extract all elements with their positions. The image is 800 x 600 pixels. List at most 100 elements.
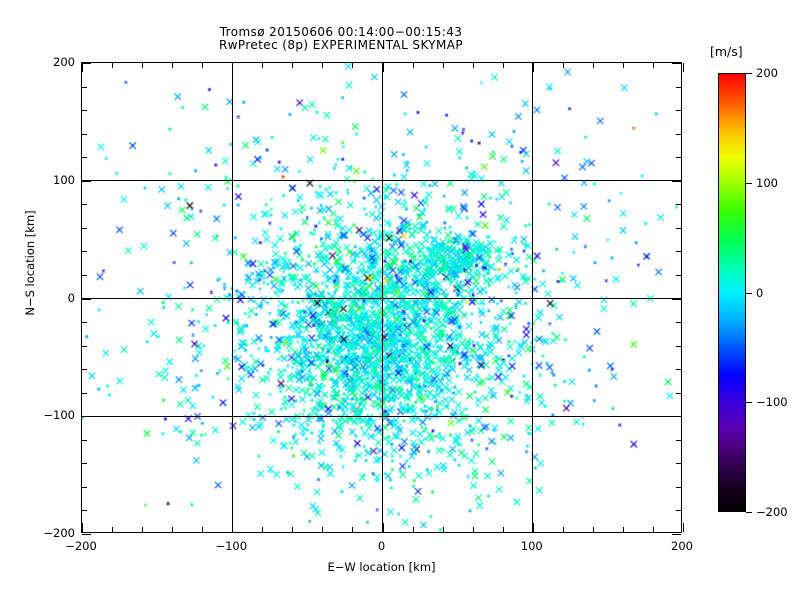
- tick-bottom: [652, 527, 654, 532]
- tick-bottom: [412, 527, 414, 532]
- tick-top: [232, 63, 234, 72]
- tick-bottom: [292, 527, 294, 532]
- tick-top: [592, 63, 594, 68]
- x-axis-title: E−W location [km]: [327, 560, 436, 574]
- tick-top: [502, 63, 504, 68]
- tick-left: [82, 392, 87, 394]
- tick-right: [676, 322, 681, 324]
- colorbar-tick: [746, 182, 752, 184]
- tick-right: [672, 534, 681, 535]
- tick-bottom: [532, 523, 534, 532]
- tick-left: [82, 227, 87, 229]
- y-tick-label: −100: [43, 408, 75, 423]
- tick-left: [82, 204, 87, 206]
- tick-right: [676, 345, 681, 347]
- tick-left: [82, 486, 87, 488]
- tick-right: [676, 510, 681, 512]
- tick-bottom: [172, 527, 174, 532]
- tick-bottom: [262, 527, 264, 532]
- tick-right: [676, 227, 681, 229]
- tick-top: [142, 63, 144, 68]
- tick-right: [676, 392, 681, 394]
- tick-right: [676, 439, 681, 441]
- colorbar-tick: [746, 512, 752, 514]
- tick-bottom: [472, 527, 474, 532]
- tick-right: [672, 180, 681, 182]
- tick-top: [382, 63, 384, 72]
- tick-left: [82, 110, 87, 112]
- gridline-vertical: [231, 63, 233, 532]
- tick-left: [82, 345, 87, 347]
- tick-bottom: [82, 523, 83, 532]
- tick-left: [82, 439, 87, 441]
- tick-left: [82, 157, 87, 159]
- tick-bottom: [382, 523, 384, 532]
- tick-right: [672, 63, 681, 64]
- plot-area: [81, 62, 684, 535]
- tick-top: [292, 63, 294, 68]
- x-tick-label: 100: [520, 539, 543, 553]
- tick-top: [202, 63, 204, 68]
- tick-left: [82, 416, 91, 418]
- tick-bottom: [142, 527, 144, 532]
- tick-bottom: [322, 527, 324, 532]
- tick-right: [676, 157, 681, 159]
- colorbar-tick: [746, 292, 752, 294]
- scatter-plot-canvas: [82, 63, 681, 532]
- y-axis-title: N−S location [km]: [23, 210, 37, 316]
- colorbar-tick-label: 200: [756, 66, 778, 80]
- tick-right: [676, 369, 681, 371]
- tick-top: [352, 63, 354, 68]
- tick-right: [672, 416, 681, 418]
- tick-top: [472, 63, 474, 68]
- tick-right: [676, 486, 681, 488]
- tick-top: [112, 63, 114, 68]
- title-line-1: Tromsø 20150606 00:14:00−00:15:43: [219, 25, 463, 39]
- tick-bottom: [592, 527, 594, 532]
- tick-right: [676, 274, 681, 276]
- y-tick-label: 200: [53, 55, 75, 69]
- tick-bottom: [232, 523, 234, 532]
- tick-top: [652, 63, 654, 68]
- tick-right: [676, 463, 681, 465]
- tick-top: [412, 63, 414, 68]
- colorbar-tick-label: −200: [756, 505, 788, 519]
- x-tick-label: −100: [215, 539, 248, 553]
- tick-left: [82, 86, 87, 88]
- tick-top: [262, 63, 264, 68]
- tick-right: [676, 204, 681, 206]
- tick-left: [82, 180, 91, 182]
- colorbar-tick-label: 100: [756, 175, 778, 190]
- gridline-horizontal: [82, 415, 681, 417]
- tick-top: [172, 63, 174, 68]
- tick-left: [82, 534, 91, 535]
- colorbar-tick: [746, 402, 752, 404]
- y-tick-label: −200: [43, 526, 75, 540]
- x-tick-label: 0: [377, 539, 386, 553]
- tick-left: [82, 133, 87, 135]
- tick-left: [82, 510, 87, 512]
- tick-bottom: [683, 523, 684, 532]
- tick-left: [82, 298, 91, 300]
- tick-left: [82, 369, 87, 371]
- tick-top: [82, 63, 83, 72]
- colorbar: −200 −100 0 100 200: [718, 66, 788, 519]
- tick-top: [562, 63, 564, 68]
- x-tick-label: 200: [671, 539, 693, 553]
- gridline-horizontal: [82, 180, 681, 182]
- tick-right: [672, 298, 681, 300]
- tick-top: [322, 63, 324, 68]
- tick-right: [676, 133, 681, 135]
- colorbar-tick-label: −100: [756, 395, 788, 410]
- tick-top: [622, 63, 624, 68]
- tick-bottom: [502, 527, 504, 532]
- tick-left: [82, 463, 87, 465]
- tick-top: [442, 63, 444, 68]
- tick-bottom: [112, 527, 114, 532]
- tick-left: [82, 63, 91, 64]
- gridline-vertical: [532, 63, 534, 532]
- tick-left: [82, 274, 87, 276]
- x-tick-label: −200: [65, 539, 97, 553]
- tick-top: [532, 63, 534, 72]
